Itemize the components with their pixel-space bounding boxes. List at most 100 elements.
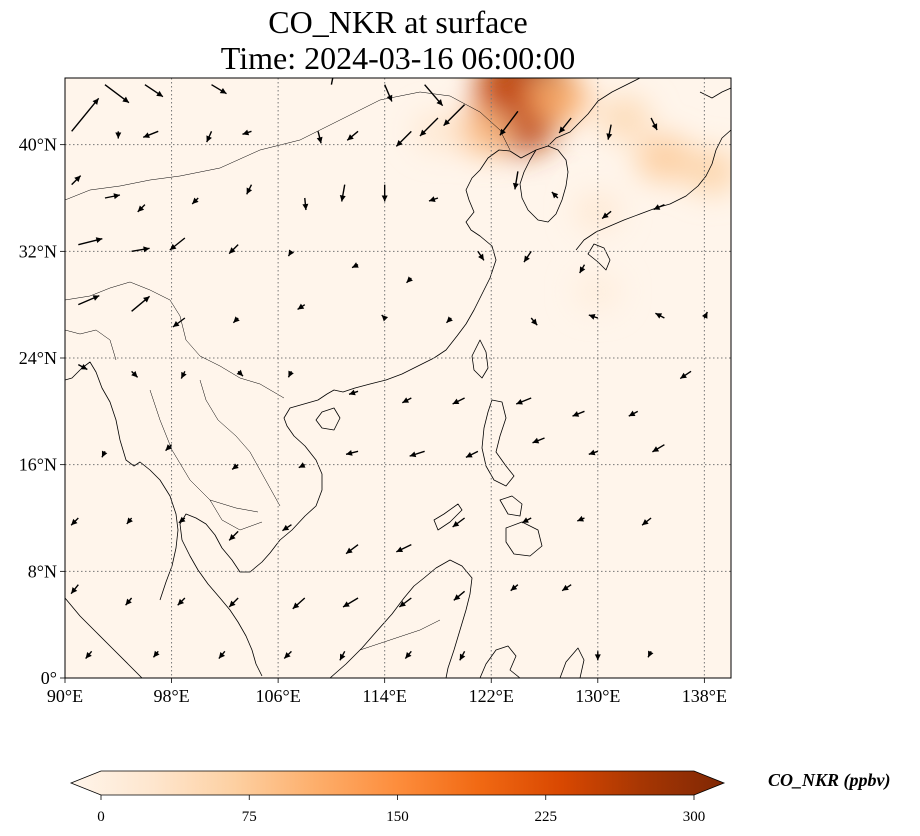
- wind-arrow: [652, 444, 665, 453]
- concentration-plume: [413, 110, 463, 152]
- wind-arrow: [339, 184, 346, 202]
- map-frame: [64, 77, 732, 679]
- coastline-myanmar: [65, 361, 179, 601]
- coastline-sumatra: [65, 597, 143, 678]
- wind-arrow: [218, 650, 226, 659]
- wind-arrow: [292, 597, 306, 610]
- wind-arrow: [606, 124, 613, 140]
- wind-arrow: [551, 191, 559, 199]
- wind-arrow: [398, 597, 412, 608]
- wind-arrow: [345, 449, 359, 456]
- wind-arrow: [465, 450, 479, 458]
- wind-arrow: [71, 175, 82, 186]
- wind-arrow: [510, 584, 519, 592]
- wind-arrow: [339, 651, 346, 661]
- latitude-ticks: 0° 8°N 16°N 24°N 32°N 40°N: [19, 135, 65, 688]
- wind-arrow: [282, 524, 292, 532]
- map-subtitle: Time: 2024-03-16 06:00:00: [220, 40, 576, 76]
- wind-arrow: [211, 84, 227, 95]
- wind-arrow: [428, 196, 439, 202]
- wind-arrow: [298, 462, 306, 469]
- wind-arrow: [104, 193, 121, 200]
- map-title: CO_NKR at surface: [268, 4, 528, 40]
- coastline-hainan: [315, 407, 341, 431]
- wind-arrow: [679, 370, 692, 380]
- lat-tick-label: 24°N: [19, 348, 57, 368]
- gridlines: [65, 78, 731, 678]
- wind-arrow: [287, 249, 295, 257]
- wind-arrow: [348, 389, 359, 396]
- wind-arrow: [71, 97, 100, 132]
- wind-arrow: [577, 515, 585, 522]
- wind-arrow: [126, 517, 133, 525]
- wind-arrow: [701, 311, 708, 319]
- colorbar: 0 75 150 225 300: [69, 770, 726, 825]
- wind-arrow: [180, 371, 187, 379]
- coastline-korea: [519, 145, 569, 223]
- lat-tick-label: 8°N: [28, 561, 57, 581]
- concentration-plume: [683, 148, 731, 195]
- wind-arrow: [406, 276, 413, 284]
- wind-arrow: [601, 210, 612, 220]
- border-malaysia: [359, 619, 441, 651]
- lon-tick-label: 90°E: [47, 686, 83, 706]
- wind-arrow: [236, 369, 244, 377]
- wind-arrow: [628, 410, 639, 417]
- wind-arrow: [232, 316, 240, 324]
- coastline-hokkaido: [699, 87, 731, 99]
- wind-arrow: [70, 584, 79, 595]
- colorbar-body: [69, 770, 726, 796]
- wind-arrow: [228, 244, 239, 255]
- wind-arrow: [70, 517, 79, 526]
- wind-arrow: [101, 450, 108, 458]
- country-borders: [65, 91, 511, 651]
- wind-arrow: [131, 246, 150, 253]
- wind-arrow: [594, 651, 601, 661]
- lat-tick-label: 40°N: [19, 135, 57, 155]
- border-mekong: [179, 315, 285, 399]
- wind-arrow: [395, 130, 412, 147]
- wind-arrow: [142, 130, 159, 138]
- wind-arrow: [178, 516, 186, 524]
- lon-tick-label: 114°E: [362, 686, 407, 706]
- border-tibet: [65, 281, 181, 317]
- coastline-luzon: [481, 399, 515, 487]
- coastline-palawan: [433, 503, 463, 531]
- wind-arrow: [302, 197, 309, 211]
- wind-arrow: [452, 517, 466, 528]
- wind-arrow: [228, 530, 239, 541]
- colorbar-tick-label: 0: [97, 809, 105, 825]
- wind-arrow: [85, 650, 93, 659]
- wind-arrow: [77, 363, 88, 371]
- wind-arrow: [655, 312, 665, 319]
- lat-tick-label: 16°N: [19, 455, 57, 475]
- wind-arrow: [404, 650, 412, 659]
- concentration-plume: [597, 95, 652, 141]
- wind-arrow: [653, 204, 665, 211]
- map-background: [65, 78, 731, 678]
- coastlines: [65, 78, 731, 678]
- wind-arrow: [419, 117, 439, 137]
- wind-arrow: [78, 295, 100, 306]
- wind-vectors: [70, 78, 708, 661]
- wind-arrow: [523, 250, 532, 263]
- wind-arrow: [452, 397, 465, 405]
- concentration-plume: [455, 106, 515, 156]
- coastline-mainland: [179, 78, 641, 677]
- wind-arrow: [228, 597, 239, 608]
- colorbar-ticks: 0 75 150 225 300: [97, 795, 705, 825]
- coastline-visayas: [499, 495, 523, 517]
- wind-arrow: [246, 184, 253, 195]
- wind-arrow: [588, 314, 599, 320]
- wind-arrow: [381, 184, 388, 202]
- wind-arrow: [381, 314, 389, 322]
- wind-arrow: [297, 303, 306, 311]
- wind-arrow: [115, 131, 122, 139]
- wind-arrow: [588, 449, 599, 456]
- wind-arrow: [647, 650, 654, 658]
- wind-arrow: [558, 117, 572, 134]
- border-laos-vietnam: [199, 379, 281, 507]
- coastline-halmahera: [559, 647, 585, 678]
- colorbar-tick-label: 150: [386, 809, 409, 825]
